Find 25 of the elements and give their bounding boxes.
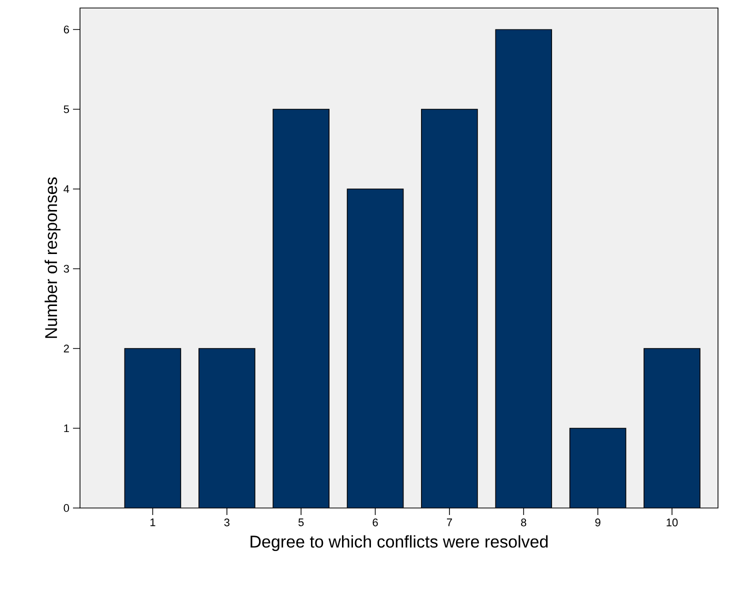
- bar: [124, 348, 181, 508]
- x-tick-label: 5: [298, 518, 304, 526]
- y-tick-label: 6: [64, 26, 69, 34]
- bar: [198, 348, 255, 508]
- y-tick-label: 0: [64, 504, 70, 512]
- bar: [347, 189, 404, 508]
- x-tick-label: 1: [150, 518, 156, 526]
- y-tick-label: 3: [64, 264, 69, 273]
- x-axis-title: Degree to which conflicts were resolved: [250, 535, 548, 552]
- bar: [570, 428, 626, 508]
- x-tick-label: 10: [666, 518, 678, 526]
- x-tick-label: 6: [372, 518, 378, 526]
- x-tick-label: 7: [446, 518, 452, 526]
- bar: [273, 109, 330, 508]
- x-tick-label: 9: [595, 518, 600, 526]
- x-tick-label: 3: [224, 518, 230, 526]
- bar: [496, 30, 552, 508]
- y-tick-label: 2: [64, 344, 69, 352]
- y-tick-label: 4: [64, 185, 70, 193]
- x-tick-label: 8: [521, 518, 526, 526]
- bar: [644, 348, 700, 508]
- y-tick-label: 1: [64, 424, 69, 432]
- y-tick-label: 5: [64, 105, 69, 114]
- y-axis-title: Number of responses: [44, 177, 60, 338]
- bar: [421, 109, 478, 508]
